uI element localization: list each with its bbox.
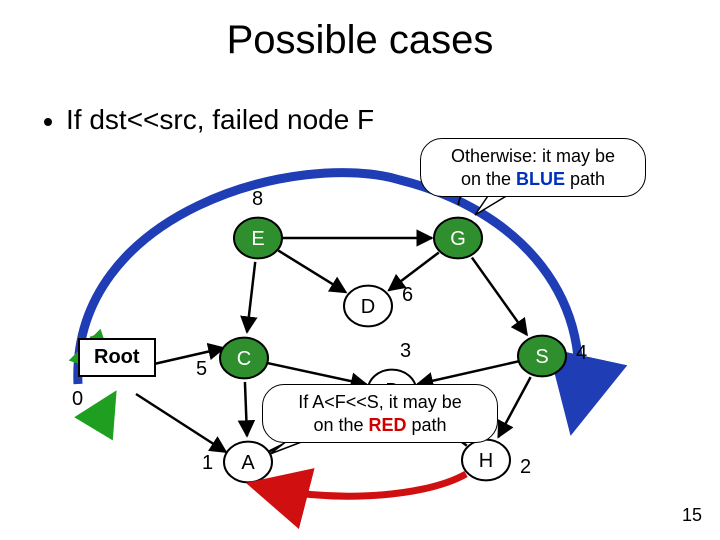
blue-callout-line2a: on the bbox=[461, 169, 516, 189]
node-H: H2 bbox=[462, 440, 531, 481]
red-callout-line2b: path bbox=[407, 415, 447, 435]
node-label-G: G bbox=[450, 228, 466, 250]
node-index-C: 5 bbox=[196, 358, 207, 380]
edge-G-S bbox=[472, 258, 527, 335]
node-index-D: 6 bbox=[402, 284, 413, 306]
slide-number: 15 bbox=[682, 505, 702, 526]
blue-callout: Otherwise: it may be on the BLUE path bbox=[420, 138, 646, 197]
node-E: E8 bbox=[234, 188, 282, 258]
node-label-H: H bbox=[479, 450, 493, 472]
edge-C-A bbox=[245, 382, 247, 436]
node-label-D: D bbox=[361, 296, 375, 318]
node-G: G7 bbox=[434, 188, 482, 258]
edge-root-a bbox=[136, 394, 226, 452]
edge-C-B bbox=[267, 363, 366, 384]
edge-E-D bbox=[278, 251, 345, 293]
edge-G-D bbox=[389, 252, 439, 290]
red-callout-line2a: on the bbox=[313, 415, 368, 435]
root-index-label: 0 bbox=[72, 388, 83, 411]
blue-callout-line2b: path bbox=[565, 169, 605, 189]
green-arrow-bottom bbox=[105, 398, 112, 430]
node-label-C: C bbox=[237, 348, 251, 370]
node-label-A: A bbox=[241, 452, 255, 474]
node-C: C5 bbox=[196, 338, 268, 380]
red-callout-line1: If A<F<<S, it may be bbox=[298, 392, 462, 412]
red-path-arc bbox=[258, 474, 466, 496]
edge-E-C bbox=[247, 262, 255, 332]
node-index-E: 8 bbox=[252, 188, 263, 210]
node-index-A: 1 bbox=[202, 452, 213, 474]
blue-callout-line1: Otherwise: it may be bbox=[451, 146, 615, 166]
root-node: Root bbox=[78, 338, 156, 377]
blue-callout-highlight: BLUE bbox=[516, 169, 565, 189]
edge-S-H bbox=[498, 377, 530, 437]
edge-root-c bbox=[154, 348, 224, 364]
red-callout-highlight: RED bbox=[368, 415, 406, 435]
red-callout: If A<F<<S, it may be on the RED path bbox=[262, 384, 498, 443]
node-index-H: 2 bbox=[520, 456, 531, 478]
edge-S-B bbox=[417, 361, 518, 384]
blue-path-arc bbox=[78, 173, 579, 420]
node-index-S: 4 bbox=[576, 342, 587, 364]
node-A: A1 bbox=[202, 442, 272, 483]
node-label-S: S bbox=[535, 346, 548, 368]
node-D: D6 bbox=[344, 284, 413, 326]
node-label-E: E bbox=[251, 228, 264, 250]
node-index-B: 3 bbox=[400, 340, 411, 362]
graph-diagram: E8G7D6C5S4B3A1H2 bbox=[0, 0, 720, 540]
